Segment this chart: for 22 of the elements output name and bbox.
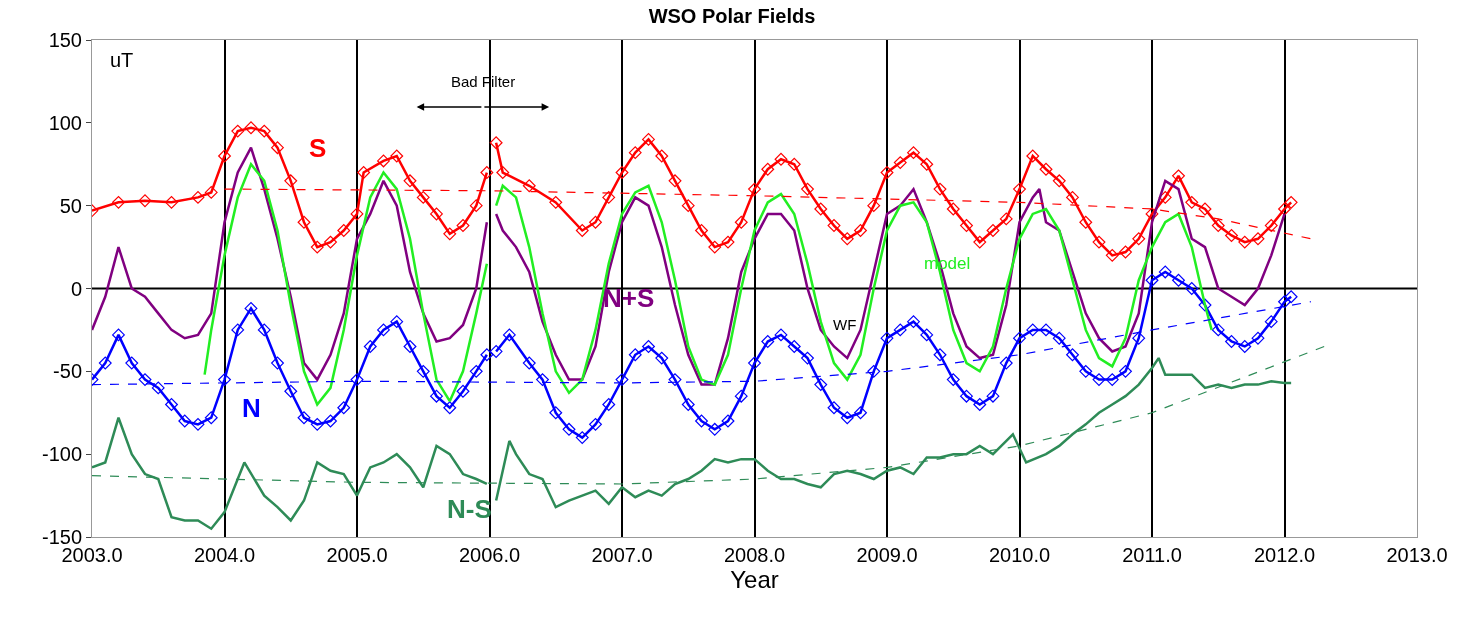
annotation: WF xyxy=(833,316,857,333)
y-tick-label: 50 xyxy=(59,194,82,217)
series-label: N xyxy=(242,393,261,423)
x-tick-label: 2006.0 xyxy=(458,544,521,566)
y-tick-label: 100 xyxy=(48,111,82,134)
x-tick-label: 2010.0 xyxy=(988,544,1051,566)
x-tick-label: 2004.0 xyxy=(193,544,256,566)
x-tick-label: 2011.0 xyxy=(1122,544,1182,566)
y-tick-label: 150 xyxy=(48,29,82,51)
y-tick-label: 0 xyxy=(70,277,82,300)
x-tick-label: 2005.0 xyxy=(326,544,388,566)
series-label: S xyxy=(309,133,327,163)
x-tick-label: 2009.0 xyxy=(856,544,918,566)
x-axis-title: Year xyxy=(730,566,779,593)
y-tick-label: -50 xyxy=(53,360,82,383)
x-tick-label: 2013.0 xyxy=(1386,544,1448,566)
chart-title: WSO Polar Fields xyxy=(648,5,816,28)
y-tick-label: -100 xyxy=(41,443,82,466)
x-tick-label: 2008.0 xyxy=(723,544,786,566)
x-tick-label: 2007.0 xyxy=(591,544,653,566)
y-axis-title: uT xyxy=(110,49,134,71)
x-tick-label: 2012.0 xyxy=(1253,544,1316,566)
